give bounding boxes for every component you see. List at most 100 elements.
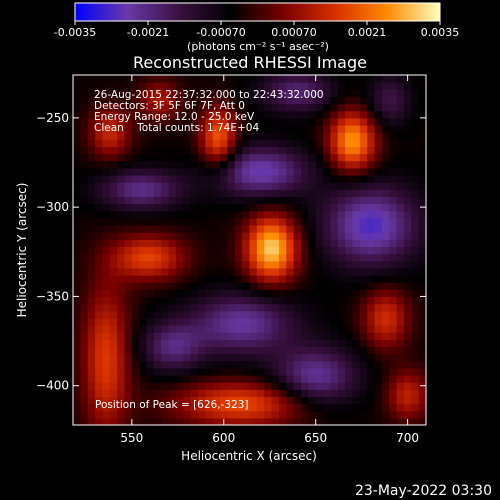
heatmap-cell [330,139,339,148]
heatmap-cell [352,139,361,148]
heatmap-cell [234,246,243,255]
heatmap-cell [300,217,309,226]
heatmap-cell [80,89,89,98]
heatmap-cell [131,389,140,398]
heatmap-cell [131,275,140,283]
heatmap-cell [286,196,295,205]
heatmap-cell [315,282,324,290]
heatmap-cell [205,146,214,155]
heatmap-cell [242,367,251,376]
heatmap-cell [183,275,192,283]
heatmap-cell [286,82,295,90]
heatmap-cell [183,89,192,98]
heatmap-cell [205,332,214,340]
heatmap-cell [168,332,177,340]
heatmap-cell [293,132,302,140]
heatmap-cell [102,332,111,340]
heatmap-cell [300,360,309,369]
heatmap-cell [87,382,96,390]
heatmap-cell [308,182,317,190]
heatmap-cell [242,96,251,105]
heatmap-cell [102,275,111,283]
heatmap-cell [286,246,295,255]
heatmap-cell [411,346,420,355]
heatmap-cell [153,96,162,105]
heatmap-cell [315,110,324,119]
heatmap-cell [323,167,331,176]
heatmap-cell [381,417,390,425]
heatmap-cell [293,167,302,176]
heatmap-cell [330,125,339,133]
heatmap-cell [396,325,405,333]
heatmap-cell [95,139,104,148]
heatmap-cell [337,96,346,105]
heatmap-cell [293,96,302,105]
heatmap-cell [220,375,229,383]
heatmap-cell [87,375,96,383]
heatmap-cell [220,403,229,412]
heatmap-cell [396,403,405,412]
heatmap-cell [293,217,302,226]
heatmap-cell [183,217,192,226]
heatmap-cell [102,153,111,162]
heatmap-cell [212,303,221,312]
heatmap-cell [367,403,376,412]
heatmap-cell [146,117,155,126]
heatmap-cell [242,89,251,98]
heatmap-cell [153,282,162,290]
heatmap-cell [411,282,420,290]
heatmap-cell [234,153,243,162]
heatmap-cell [198,110,206,119]
heatmap-cell [139,96,148,105]
heatmap-cell [374,196,383,205]
heatmap-cell [117,246,126,255]
heatmap-cell [256,82,265,90]
heatmap-cell [389,360,398,369]
heatmap-cell [418,82,426,90]
heatmap-cell [256,196,265,205]
heatmap-cell [403,239,412,248]
heatmap-cell [80,367,89,376]
heatmap-cell [161,225,170,233]
heatmap-cell [323,396,331,405]
heatmap-cell [220,217,229,226]
heatmap-cell [183,160,192,169]
heatmap-cell [146,210,155,219]
heatmap-cell [300,139,309,148]
heatmap-cell [146,360,155,369]
heatmap-cell [286,410,295,419]
heatmap-cell [264,310,273,319]
heatmap-cell [190,389,199,398]
heatmap-cell [175,332,184,340]
heatmap-cell [205,182,214,190]
heatmap-cell [396,153,405,162]
heatmap-cell [345,367,354,376]
heatmap-cell [205,260,214,269]
heatmap-cell [389,210,398,219]
heatmap-cell [175,360,184,369]
heatmap-cell [249,332,258,340]
heatmap-cell [271,296,280,305]
heatmap-cell [352,317,361,326]
heatmap-cell [139,325,148,333]
heatmap-cell [139,189,148,198]
heatmap-cell [337,217,346,226]
heatmap-cell [87,196,96,205]
heatmap-cell [249,225,258,233]
heatmap-cell [330,282,339,290]
heatmap-cell [381,103,390,112]
heatmap-cell [278,382,287,390]
heatmap-cell [73,217,81,226]
heatmap-cell [278,132,287,140]
heatmap-cell [139,303,148,312]
heatmap-cell [205,132,214,140]
heatmap-cell [359,203,368,212]
heatmap-cell [293,75,302,83]
heatmap-cell [403,125,412,133]
heatmap-cell [337,232,346,240]
heatmap-cell [359,282,368,290]
heatmap-cell [396,89,405,98]
heatmap-cell [161,189,170,198]
heatmap-cell [403,153,412,162]
heatmap-cell [389,382,398,390]
